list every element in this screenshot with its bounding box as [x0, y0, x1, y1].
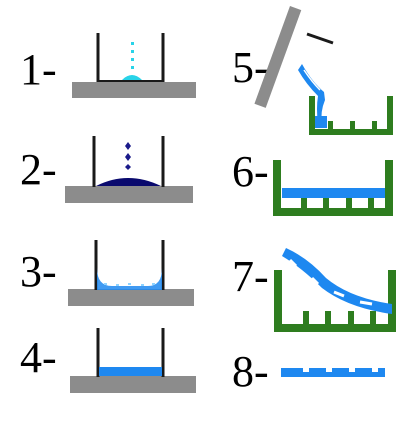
step-8-film — [281, 368, 385, 377]
step-6-film — [282, 188, 385, 198]
step-2-illustration — [65, 136, 193, 203]
step-5-tilted-wall — [306, 32, 334, 45]
step-2-coating-dome — [96, 178, 161, 186]
step-4-film — [99, 367, 162, 376]
step-3-label: 3- — [20, 247, 57, 296]
step-7-mold-teeth — [303, 311, 376, 324]
step-1-base-plate — [72, 82, 196, 98]
step-4-base-plate — [70, 376, 196, 393]
step-6-mold — [273, 160, 393, 216]
step-1-label: 1- — [20, 45, 57, 94]
step-5-mold-teeth — [328, 121, 377, 130]
step-8-label: 8- — [232, 347, 269, 396]
step-5-mold-fill — [315, 116, 327, 128]
step-5-mold — [309, 96, 393, 135]
step-7-mold — [274, 270, 396, 332]
step-1-illustration — [72, 33, 196, 98]
step-5-illustration — [254, 6, 393, 135]
step-2-droplets — [125, 142, 131, 170]
step-4-illustration — [70, 328, 196, 393]
step-3-coating-speckle — [104, 283, 155, 286]
step-6-label: 6- — [232, 147, 269, 196]
step-6-mold-teeth — [301, 196, 374, 208]
step-5-pouring-liquid — [298, 64, 325, 124]
step-6-illustration — [273, 160, 393, 216]
step-7-peeled-film — [282, 248, 392, 314]
step-7-film-imprint — [288, 258, 373, 306]
step-5-tilted-base — [254, 6, 302, 108]
step-3-illustration — [68, 240, 194, 306]
step-8-illustration — [281, 368, 385, 377]
step-2-base-plate — [65, 186, 193, 203]
step-2-label: 2- — [20, 145, 57, 194]
step-4-label: 4- — [20, 333, 57, 382]
step-3-coating-layer — [97, 268, 162, 290]
step-7-label: 7- — [232, 252, 269, 301]
step-1-droplets — [131, 42, 134, 69]
step-7-illustration — [274, 248, 396, 332]
step-5-pour-highlight — [303, 69, 321, 91]
step-1-liquid-pool — [122, 75, 142, 80]
step-8-film-notches — [303, 368, 378, 372]
step-3-base-plate — [68, 289, 194, 306]
